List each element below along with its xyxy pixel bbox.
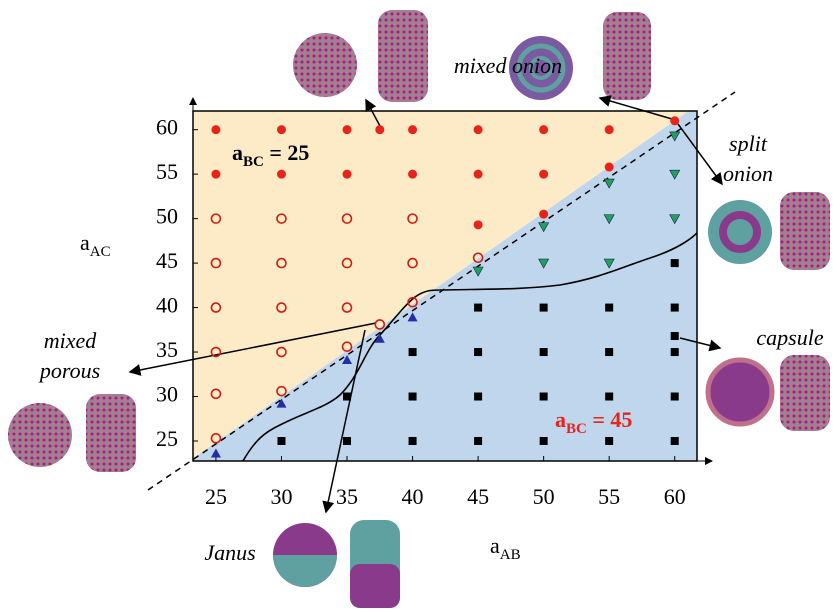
annotation-sub: BC: [243, 154, 264, 170]
y-tick-label: 35: [156, 337, 178, 362]
phase-label: onion: [723, 161, 773, 186]
point: [540, 437, 548, 445]
point: [671, 437, 679, 445]
point: [474, 393, 482, 401]
snapshot: [350, 564, 400, 608]
x-tick-label: 55: [598, 484, 620, 509]
snapshot: [293, 33, 357, 97]
snapshot: [708, 360, 772, 424]
point: [540, 393, 548, 401]
point: [605, 348, 613, 356]
point: [408, 170, 417, 179]
phase-regions: [148, 105, 697, 490]
snapshot: [8, 403, 72, 467]
point: [670, 116, 679, 125]
point: [540, 304, 548, 312]
point: [605, 304, 613, 312]
point: [539, 210, 548, 219]
point: [605, 163, 614, 172]
snapshot: [603, 12, 651, 100]
point: [211, 170, 220, 179]
point: [211, 125, 220, 134]
phase-label: mixed onion: [454, 53, 562, 78]
x-tick-label: 35: [336, 484, 358, 509]
point: [277, 437, 285, 445]
point: [605, 125, 614, 134]
point: [671, 304, 679, 312]
point: [375, 125, 384, 134]
point: [474, 304, 482, 312]
y-axis-label: aAC: [80, 230, 111, 260]
y-tick-label: 25: [156, 426, 178, 451]
point: [409, 437, 417, 445]
x-axis-label-base: a: [490, 533, 500, 558]
snapshot: [86, 394, 136, 472]
y-axis-label-base: a: [80, 230, 90, 255]
x-tick-label: 30: [270, 484, 292, 509]
point: [343, 437, 351, 445]
x-tick-label: 60: [664, 484, 686, 509]
point: [539, 170, 548, 179]
y-tick-label: 40: [156, 293, 178, 318]
x-tick-label: 50: [533, 484, 555, 509]
annotation-base: a: [555, 407, 566, 432]
snapshot: [780, 192, 830, 270]
point: [408, 125, 417, 134]
snapshot: [273, 555, 337, 587]
point: [671, 332, 679, 340]
point: [474, 220, 483, 229]
point: [671, 393, 679, 401]
phase-label: Janus: [204, 540, 255, 565]
point: [474, 125, 483, 134]
phase-label: mixed: [44, 328, 98, 353]
snapshot: [378, 10, 428, 102]
x-axis-label: aAB: [490, 533, 521, 563]
y-tick-label: 45: [156, 248, 178, 273]
y-tick-label: 50: [156, 204, 178, 229]
annotation-rest: = 45: [587, 407, 633, 432]
annotation-base: a: [232, 140, 243, 165]
point: [474, 437, 482, 445]
y-axis-label-sub: AC: [90, 244, 111, 260]
snapshot: [780, 355, 830, 431]
phase-label: capsule: [756, 325, 823, 350]
snapshot: [708, 200, 772, 264]
annotation-sub: BC: [566, 421, 587, 437]
x-tick-label: 45: [467, 484, 489, 509]
point: [671, 348, 679, 356]
point: [343, 170, 352, 179]
point: [540, 348, 548, 356]
x-tick-label: 40: [402, 484, 424, 509]
annotation-rest: = 25: [264, 140, 310, 165]
point: [605, 393, 613, 401]
point: [671, 259, 679, 267]
y-tick-label: 60: [156, 115, 178, 140]
point: [474, 170, 483, 179]
point: [277, 125, 286, 134]
point: [277, 170, 286, 179]
point: [343, 393, 351, 401]
phase-label: porous: [38, 358, 100, 383]
chart: 25303540455055602530354045505560aABaACaB…: [0, 0, 833, 612]
y-tick-label: 30: [156, 382, 178, 407]
point: [539, 125, 548, 134]
point: [343, 125, 352, 134]
x-axis-label-sub: AB: [500, 547, 521, 563]
point: [409, 393, 417, 401]
phase-label: split: [729, 131, 768, 156]
point: [474, 348, 482, 356]
y-tick-label: 55: [156, 159, 178, 184]
point: [409, 348, 417, 356]
point: [605, 437, 613, 445]
x-tick-label: 25: [205, 484, 227, 509]
